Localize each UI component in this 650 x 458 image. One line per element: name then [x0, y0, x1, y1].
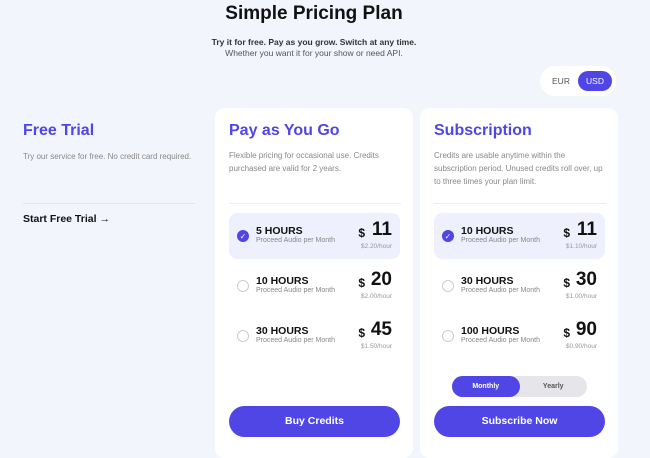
plan-option[interactable]: ✓ 5 HOURS Proceed Audio per Month $ 11 $…: [229, 213, 400, 259]
page-title: Simple Pricing Plan: [225, 3, 403, 24]
plan-price: 45: [370, 319, 392, 340]
subscribe-now-button[interactable]: Subscribe Now: [434, 406, 605, 437]
free-trial-title: Free Trial: [23, 122, 95, 139]
plan-hours: 10 HOURS: [256, 275, 309, 287]
plan-rate: $1.10/hour: [565, 243, 597, 250]
plan-option[interactable]: 30 HOURS Proceed Audio per Month $ 30 $1…: [434, 263, 605, 309]
plan-option[interactable]: 10 HOURS Proceed Audio per Month $ 20 $2…: [229, 263, 400, 309]
plan-price: 30: [575, 269, 597, 290]
plan-rate: $1.50/hour: [360, 343, 392, 350]
billing-monthly[interactable]: Monthly: [452, 376, 520, 397]
divider: [229, 203, 401, 204]
plan-hours: 5 HOURS: [256, 225, 303, 237]
plan-rate: $2.00/hour: [360, 293, 392, 300]
currency-symbol: $: [563, 326, 570, 340]
card-title: Pay as You Go: [229, 122, 340, 139]
currency-usd[interactable]: USD: [578, 71, 612, 91]
plan-description: Proceed Audio per Month: [256, 237, 335, 244]
plan-description: Proceed Audio per Month: [256, 337, 335, 344]
currency-symbol: $: [358, 226, 365, 240]
plan-rate: $1.00/hour: [565, 293, 597, 300]
currency-symbol: $: [563, 226, 570, 240]
divider: [434, 203, 606, 204]
plan-rate: $0.90/hour: [565, 343, 597, 350]
plan-description: Proceed Audio per Month: [461, 237, 540, 244]
billing-toggle: Monthly Yearly: [452, 376, 587, 397]
plan-hours: 100 HOURS: [461, 325, 520, 337]
check-circle-icon[interactable]: ✓: [442, 230, 454, 242]
card-pay-as-you-go: Pay as You Go Flexible pricing for occas…: [215, 108, 413, 458]
card-title: Subscription: [434, 122, 532, 139]
currency-symbol: $: [358, 276, 365, 290]
plan-hours: 30 HOURS: [256, 325, 309, 337]
divider: [23, 203, 195, 204]
billing-yearly[interactable]: Yearly: [542, 383, 564, 390]
card-description: Credits are usable anytime within the su…: [434, 151, 603, 186]
currency-symbol: $: [563, 276, 570, 290]
radio-button[interactable]: [442, 280, 454, 292]
start-free-trial-label: Start Free Trial: [23, 213, 97, 225]
free-trial-description: Try our service for free. No credit card…: [23, 152, 192, 161]
plan-option[interactable]: ✓ 10 HOURS Proceed Audio per Month $ 11 …: [434, 213, 605, 259]
page-tagline: Whether you want it for your show or nee…: [225, 48, 403, 58]
plan-description: Proceed Audio per Month: [461, 287, 540, 294]
plan-price: 11: [576, 219, 597, 240]
plan-price: 11: [371, 219, 392, 240]
radio-button[interactable]: [237, 330, 249, 342]
currency-eur[interactable]: EUR: [552, 76, 570, 86]
page-subtitle: Try it for free. Pay as you grow. Switch…: [211, 37, 417, 47]
radio-button[interactable]: [237, 280, 249, 292]
plan-rate: $2.20/hour: [360, 243, 392, 250]
card-subscription: Subscription Credits are usable anytime …: [420, 108, 618, 458]
start-free-trial-link[interactable]: Start Free Trial →: [23, 213, 110, 225]
plan-price: 20: [370, 269, 392, 290]
plan-description: Proceed Audio per Month: [256, 287, 335, 294]
buy-credits-button[interactable]: Buy Credits: [229, 406, 400, 437]
currency-symbol: $: [358, 326, 365, 340]
card-description: Flexible pricing for occasional use. Cre…: [229, 151, 379, 173]
plan-hours: 30 HOURS: [461, 275, 514, 287]
plan-description: Proceed Audio per Month: [461, 337, 540, 344]
plan-option[interactable]: 30 HOURS Proceed Audio per Month $ 45 $1…: [229, 313, 400, 359]
plan-option[interactable]: 100 HOURS Proceed Audio per Month $ 90 $…: [434, 313, 605, 359]
plan-price: 90: [575, 319, 597, 340]
arrow-right-icon: →: [99, 213, 110, 225]
plan-hours: 10 HOURS: [461, 225, 514, 237]
radio-button[interactable]: [442, 330, 454, 342]
currency-toggle: EUR USD: [540, 66, 616, 96]
check-circle-icon[interactable]: ✓: [237, 230, 249, 242]
